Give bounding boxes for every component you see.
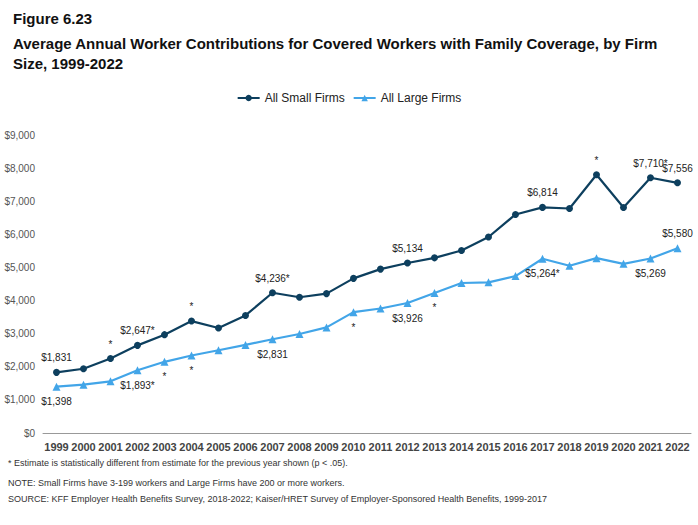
svg-text:$8,000: $8,000 <box>4 163 35 174</box>
svg-text:2022: 2022 <box>665 441 689 453</box>
svg-text:2016: 2016 <box>503 441 527 453</box>
svg-text:$5,580: $5,580 <box>662 228 693 239</box>
svg-text:$1,000: $1,000 <box>4 394 35 405</box>
svg-text:* Estimate is statistically di: * Estimate is statistically different fr… <box>8 458 348 468</box>
svg-text:Figure 6.23: Figure 6.23 <box>13 10 92 27</box>
svg-text:$9,000: $9,000 <box>4 130 35 141</box>
svg-text:*: * <box>595 155 599 166</box>
svg-text:$6,000: $6,000 <box>4 229 35 240</box>
svg-text:$0: $0 <box>24 428 36 439</box>
svg-text:*: * <box>163 371 167 382</box>
svg-text:$5,269: $5,269 <box>635 268 666 279</box>
svg-text:2011: 2011 <box>369 441 393 453</box>
svg-text:$1,398: $1,398 <box>41 396 72 407</box>
svg-text:$7,556: $7,556 <box>662 163 693 174</box>
svg-text:$3,000: $3,000 <box>4 328 35 339</box>
svg-text:NOTE: Small Firms have 3-199 w: NOTE: Small Firms have 3-199 workers and… <box>8 478 345 488</box>
svg-text:Average Annual Worker Contribu: Average Annual Worker Contributions for … <box>13 35 661 52</box>
svg-text:2020: 2020 <box>611 441 635 453</box>
svg-text:2001: 2001 <box>98 441 122 453</box>
svg-text:$4,000: $4,000 <box>4 295 35 306</box>
svg-text:$2,831: $2,831 <box>257 349 288 360</box>
svg-text:$3,926: $3,926 <box>392 313 423 324</box>
svg-text:2021: 2021 <box>638 441 662 453</box>
svg-text:2010: 2010 <box>341 441 365 453</box>
svg-text:SOURCE: KFF Employer Health Be: SOURCE: KFF Employer Health Benefits Sur… <box>8 494 547 504</box>
svg-text:2008: 2008 <box>287 441 311 453</box>
svg-text:*: * <box>352 322 356 333</box>
svg-text:2003: 2003 <box>152 441 176 453</box>
svg-text:2018: 2018 <box>557 441 581 453</box>
svg-text:$4,236*: $4,236* <box>255 273 290 284</box>
svg-text:2006: 2006 <box>233 441 257 453</box>
svg-text:$1,893*: $1,893* <box>120 380 155 391</box>
svg-text:*: * <box>109 339 113 350</box>
svg-text:Size, 1999-2022: Size, 1999-2022 <box>13 55 123 72</box>
svg-text:2019: 2019 <box>584 441 608 453</box>
svg-text:*: * <box>190 301 194 312</box>
svg-text:2017: 2017 <box>530 441 554 453</box>
svg-text:*: * <box>190 365 194 376</box>
svg-text:2009: 2009 <box>314 441 338 453</box>
svg-text:2007: 2007 <box>260 441 284 453</box>
svg-text:$2,000: $2,000 <box>4 361 35 372</box>
svg-text:$7,000: $7,000 <box>4 196 35 207</box>
svg-text:2012: 2012 <box>395 441 419 453</box>
svg-text:2005: 2005 <box>206 441 230 453</box>
svg-text:$5,264*: $5,264* <box>525 268 560 279</box>
svg-text:2002: 2002 <box>125 441 149 453</box>
svg-text:$5,134: $5,134 <box>392 243 423 254</box>
svg-text:All Large Firms: All Large Firms <box>381 91 462 105</box>
svg-text:1999: 1999 <box>44 441 68 453</box>
svg-text:$1,831: $1,831 <box>41 352 72 363</box>
svg-text:2000: 2000 <box>71 441 95 453</box>
svg-text:$2,647*: $2,647* <box>120 325 155 336</box>
svg-text:2004: 2004 <box>179 441 204 453</box>
svg-text:$5,000: $5,000 <box>4 262 35 273</box>
svg-text:2015: 2015 <box>476 441 500 453</box>
svg-text:$7,710*: $7,710* <box>633 157 668 169</box>
svg-text:2013: 2013 <box>422 441 446 453</box>
svg-text:$6,814: $6,814 <box>527 187 558 198</box>
svg-text:All Small Firms: All Small Firms <box>265 91 345 105</box>
svg-text:2014: 2014 <box>449 441 474 453</box>
svg-text:*: * <box>433 302 437 313</box>
